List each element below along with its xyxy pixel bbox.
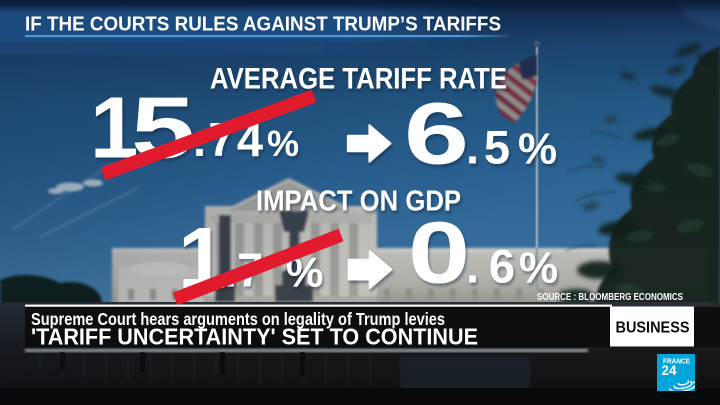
svg-text:24: 24 [662,363,678,378]
svg-text:%: % [267,123,299,164]
svg-text:6: 6 [404,86,469,183]
svg-text:IMPACT ON GDP: IMPACT ON GDP [256,186,461,218]
svg-text:%: % [518,125,557,174]
svg-text:Supreme Court hears arguments: Supreme Court hears arguments on legalit… [31,309,445,329]
svg-text:BUSINESS: BUSINESS [616,320,690,337]
svg-text:0: 0 [408,205,470,302]
svg-text:SOURCE : BLOOMBERG ECONOMICS: SOURCE : BLOOMBERG ECONOMICS [537,292,683,303]
svg-text:AVERAGE TARIFF RATE: AVERAGE TARIFF RATE [210,63,507,96]
svg-text:IF THE COURTS RULES AGAINST TR: IF THE COURTS RULES AGAINST TRUMP’S TARI… [25,14,501,36]
svg-text:'TARIFF UNCERTAINTY' SET TO CO: 'TARIFF UNCERTAINTY' SET TO CONTINUE [31,324,478,350]
svg-text:%: % [519,244,558,293]
svg-text:FRANCE: FRANCE [663,359,690,366]
svg-text:.5: .5 [466,121,510,174]
svg-text:.6: .6 [466,240,515,293]
